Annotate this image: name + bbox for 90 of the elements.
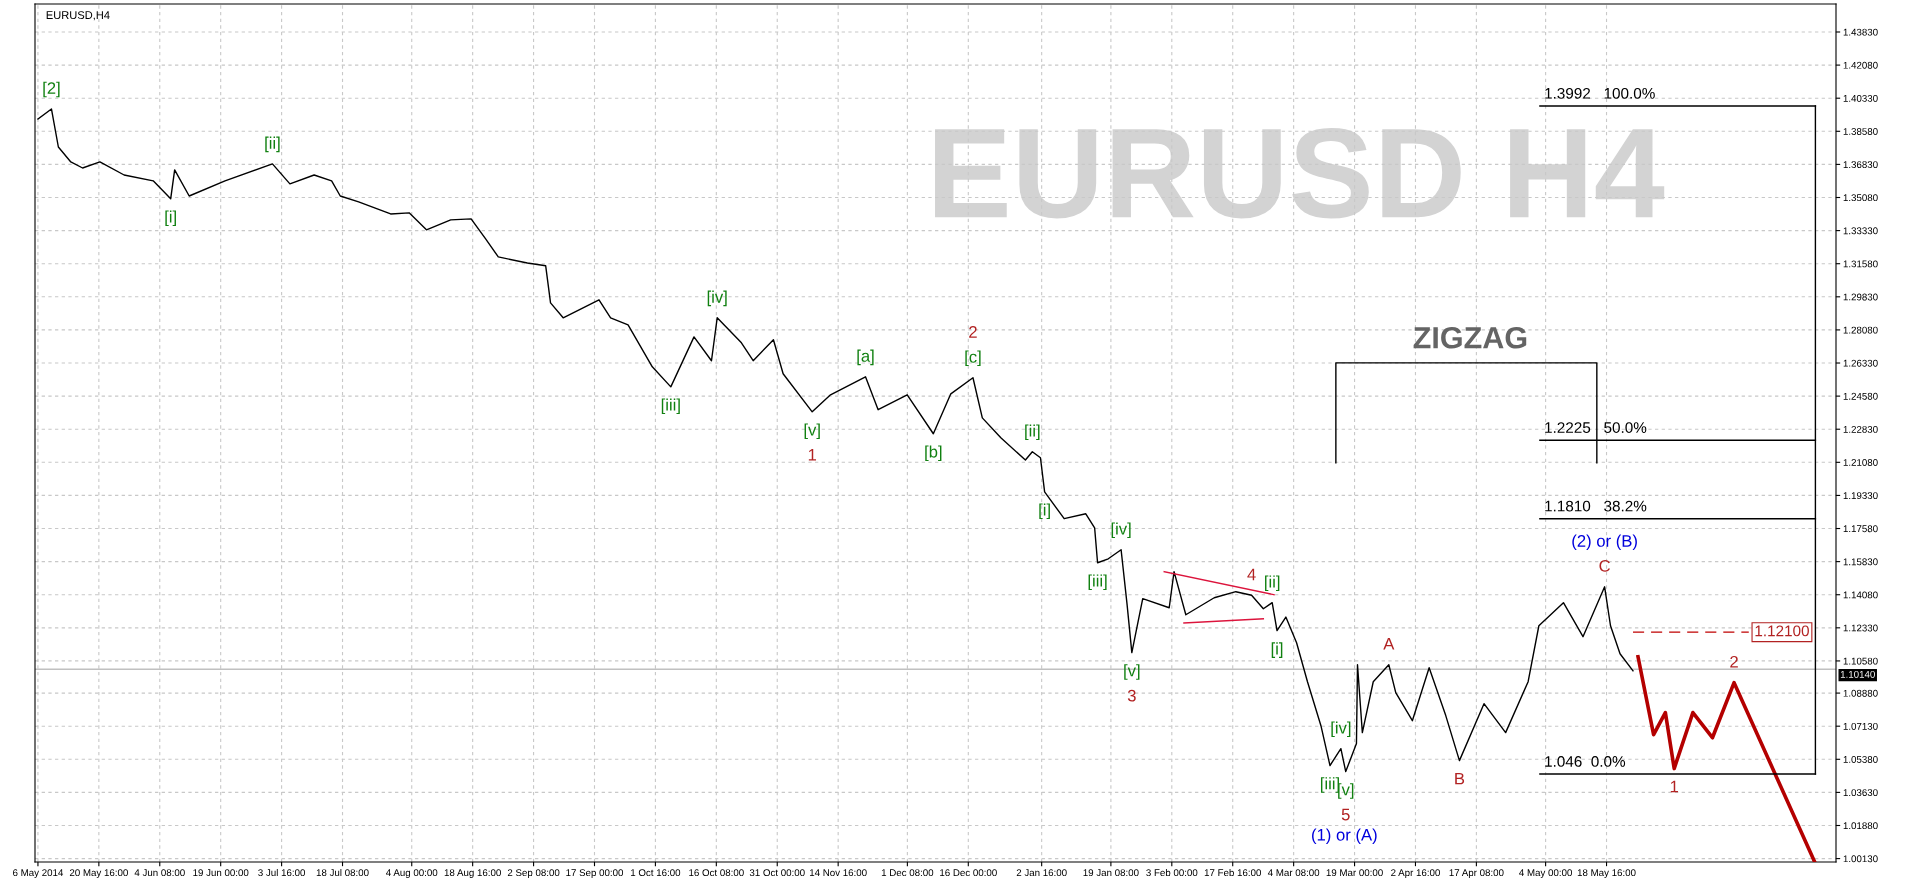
x-tick-label: 19 Jan 08:00	[1083, 869, 1139, 877]
annotation: [2]	[43, 81, 60, 98]
y-tick-label: 1.05380	[1843, 756, 1878, 763]
x-tick-label: 20 May 16:00	[69, 869, 128, 879]
annotation: 1.046 0.0%	[1545, 756, 1626, 767]
annotation: [ii]	[265, 136, 280, 153]
annotation: [iv]	[1331, 721, 1351, 738]
x-tick-label: 16 Dec 00:00	[940, 869, 997, 877]
annotation: [b]	[925, 445, 942, 461]
y-tick-label: 1.14080	[1843, 591, 1878, 599]
y-tick-label: 1.10580	[1843, 657, 1878, 665]
x-tick-label: 2 Jan 16:00	[1016, 869, 1067, 877]
y-tick-label: 1.19330	[1843, 492, 1878, 500]
y-tick-label: 1.21080	[1843, 459, 1878, 466]
x-tick-label: 18 May 16:00	[1577, 869, 1636, 879]
annotation: (1) or (A)	[1312, 828, 1377, 845]
annotation: [ii]	[1265, 575, 1280, 591]
annotation: 1.1810 38.2%	[1545, 500, 1647, 512]
x-tick-label: 6 May 2014	[13, 869, 64, 879]
annotation: [iii]	[1088, 574, 1107, 590]
x-tick-label: 1 Oct 16:00	[631, 869, 681, 877]
ref-line-label: 1.10140	[1840, 670, 1875, 678]
x-tick-label: 19 Mar 00:00	[1326, 869, 1383, 877]
y-tick-label: 1.26330	[1843, 359, 1878, 367]
x-tick-label: 3 Jul 16:00	[258, 868, 306, 877]
annotation: [a]	[857, 349, 874, 366]
annotation: 5	[1341, 808, 1350, 821]
annotation: A	[1383, 638, 1395, 650]
y-tick-label: 1.24580	[1843, 392, 1878, 400]
annotation: [v]	[804, 423, 820, 440]
y-tick-label: 1.33330	[1843, 227, 1878, 235]
x-tick-label: 2 Apr 16:00	[1391, 869, 1440, 879]
annotation: [c]	[965, 350, 981, 367]
y-tick-label: 1.42080	[1843, 61, 1878, 69]
annotation: 4	[1247, 568, 1256, 581]
annotation: B	[1455, 772, 1465, 785]
y-tick-label: 1.00130	[1843, 855, 1878, 863]
annotation: 1	[1670, 780, 1679, 793]
x-tick-label: 16 Oct 08:00	[689, 869, 744, 877]
x-tick-label: 31 Oct 00:00	[749, 869, 805, 877]
y-tick-label: 1.22830	[1843, 425, 1878, 433]
annotation: 2	[969, 325, 977, 338]
annotation: [i]	[1271, 642, 1283, 658]
y-tick-label: 1.40330	[1843, 94, 1878, 102]
annotation: [iii]	[1320, 777, 1339, 793]
y-tick-label: 1.29830	[1843, 293, 1878, 301]
y-tick-label: 1.38580	[1843, 128, 1878, 135]
x-tick-label: 17 Feb 16:00	[1204, 868, 1261, 877]
annotation: [i]	[1039, 503, 1050, 520]
x-tick-label: 1 Dec 08:00	[881, 869, 934, 877]
annotation: [iii]	[661, 398, 680, 415]
x-tick-label: 17 Sep 00:00	[566, 869, 624, 879]
x-tick-label: 4 Jun 08:00	[134, 869, 185, 877]
annotation: [v]	[1124, 664, 1140, 680]
x-tick-label: 14 Nov 16:00	[809, 869, 867, 877]
annotation: 2	[1730, 655, 1738, 668]
y-tick-label: 1.01880	[1843, 822, 1878, 830]
y-tick-label: 1.08880	[1843, 689, 1878, 697]
annotation: 3	[1127, 689, 1136, 702]
y-tick-label: 1.12330	[1843, 624, 1878, 632]
annotation: [ii]	[1025, 424, 1040, 441]
x-tick-label: 18 Jul 08:00	[316, 868, 369, 877]
text: EURUSD,H4	[46, 11, 110, 21]
annotation: [iv]	[707, 290, 727, 307]
y-tick-label: 1.15830	[1843, 558, 1878, 566]
annotation: 1.12100	[1755, 625, 1809, 637]
x-tick-label: 18 Aug 16:00	[444, 869, 501, 879]
y-tick-label: 1.07130	[1843, 722, 1878, 730]
x-tick-label: 3 Feb 00:00	[1146, 868, 1198, 877]
x-tick-label: 4 Aug 00:00	[386, 869, 438, 879]
annotation: ZIGZAG	[1413, 326, 1527, 349]
x-tick-label: 19 Jun 00:00	[193, 869, 249, 877]
y-tick-label: 1.28080	[1843, 326, 1878, 334]
y-tick-label: 1.35080	[1843, 194, 1878, 202]
annotation: [iv]	[1111, 522, 1131, 539]
x-tick-label: 17 Apr 08:00	[1449, 869, 1504, 879]
x-tick-label: 4 Mar 08:00	[1267, 869, 1320, 877]
x-tick-label: 2 Sep 08:00	[507, 869, 560, 879]
y-tick-label: 1.03630	[1843, 789, 1878, 797]
annotation: 1.2225 50.0%	[1545, 422, 1647, 433]
annotation: C	[1599, 560, 1611, 572]
x-tick-label: 4 May 00:00	[1519, 869, 1572, 879]
annotation: 1.3992 100.0%	[1545, 87, 1655, 99]
annotation: (2) or (B)	[1572, 534, 1637, 551]
y-tick-label: 1.17580	[1843, 525, 1878, 533]
y-tick-label: 1.31580	[1843, 260, 1878, 268]
annotation: 1	[808, 449, 817, 461]
y-tick-label: 1.43830	[1843, 28, 1878, 36]
y-tick-label: 1.36830	[1843, 161, 1878, 169]
annotation: [i]	[165, 210, 176, 227]
